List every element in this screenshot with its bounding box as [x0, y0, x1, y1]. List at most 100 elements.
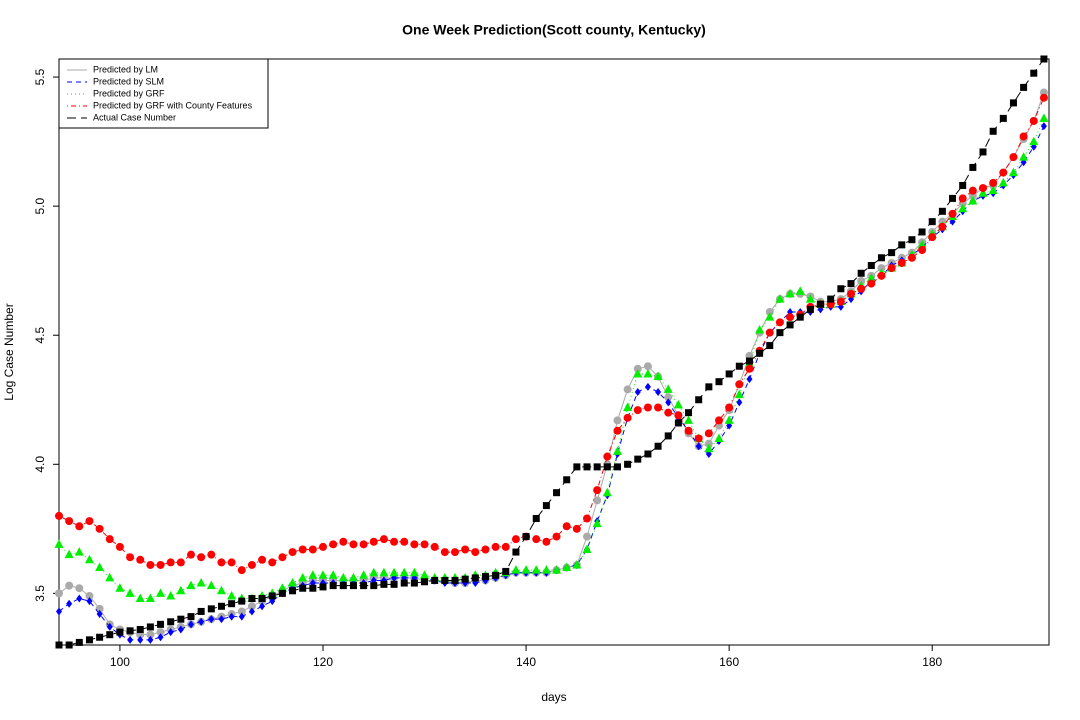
marker [198, 617, 205, 626]
marker [583, 532, 591, 541]
legend-label: Predicted by GRF [93, 88, 165, 98]
marker [451, 576, 459, 584]
marker [105, 572, 115, 582]
marker [146, 623, 154, 631]
marker [613, 426, 622, 435]
marker [410, 579, 418, 587]
series-line [58, 92, 1045, 636]
series-line [59, 58, 1045, 646]
x-axis-label: days [541, 690, 566, 704]
marker [207, 605, 215, 613]
x-tick-label: 140 [516, 655, 536, 669]
marker [572, 559, 582, 569]
marker [827, 295, 835, 303]
marker [349, 540, 358, 549]
marker [867, 279, 876, 288]
marker [623, 385, 632, 394]
marker [147, 635, 154, 644]
marker [968, 186, 977, 195]
marker [573, 463, 581, 471]
series-line [58, 125, 1045, 641]
marker [979, 184, 987, 193]
marker [76, 594, 83, 603]
marker [817, 300, 825, 308]
marker [338, 572, 348, 582]
marker [421, 578, 429, 586]
marker [228, 600, 236, 608]
marker [969, 163, 977, 171]
marker [75, 584, 84, 593]
marker [125, 588, 135, 597]
marker [928, 218, 936, 226]
marker [562, 522, 571, 531]
marker [166, 558, 175, 567]
marker [1020, 83, 1028, 91]
marker [867, 262, 875, 270]
marker [339, 582, 347, 590]
marker [898, 241, 906, 249]
legend-box [58, 58, 269, 129]
y-tick-label: 5.0 [33, 197, 47, 214]
marker [146, 560, 155, 569]
marker [359, 540, 368, 549]
marker [55, 589, 63, 598]
marker [522, 533, 530, 541]
marker [847, 289, 855, 298]
legend-label: Predicted by LM [93, 64, 158, 74]
marker [918, 228, 926, 236]
marker [756, 349, 764, 357]
marker [633, 364, 642, 373]
marker [745, 364, 754, 373]
marker [247, 602, 256, 611]
x-tick-label: 160 [719, 655, 739, 669]
marker [755, 325, 765, 334]
marker [1008, 167, 1018, 177]
marker [613, 463, 621, 471]
marker [805, 294, 815, 303]
marker [664, 393, 673, 402]
marker [694, 434, 703, 443]
marker [308, 545, 317, 554]
series [55, 93, 1048, 575]
marker [877, 264, 886, 273]
marker [187, 550, 195, 559]
marker [734, 389, 744, 399]
marker [989, 127, 997, 135]
marker [908, 236, 916, 244]
marker [227, 558, 236, 567]
marker [704, 439, 713, 448]
marker [177, 625, 184, 634]
marker [471, 548, 480, 557]
marker [684, 415, 694, 424]
x-tick-label: 180 [922, 655, 942, 669]
marker [563, 476, 571, 484]
marker [663, 384, 673, 393]
marker [634, 388, 641, 397]
marker [65, 517, 74, 526]
marker [1029, 116, 1038, 125]
marker [958, 203, 968, 213]
marker [836, 297, 845, 306]
marker [1009, 153, 1018, 162]
marker [369, 567, 379, 577]
marker [643, 362, 652, 371]
marker [552, 565, 562, 574]
series [56, 122, 1047, 644]
marker [512, 548, 520, 556]
marker [705, 383, 713, 391]
marker [348, 572, 358, 582]
marker [736, 398, 743, 407]
marker [238, 597, 246, 605]
marker [979, 148, 987, 156]
marker [115, 583, 125, 592]
marker [95, 524, 104, 533]
marker [188, 620, 194, 629]
marker [593, 463, 601, 471]
marker [704, 443, 714, 453]
marker [197, 553, 206, 562]
marker [156, 588, 166, 597]
marker [390, 580, 398, 588]
marker [84, 554, 94, 564]
marker [643, 403, 652, 412]
marker [999, 168, 1008, 177]
